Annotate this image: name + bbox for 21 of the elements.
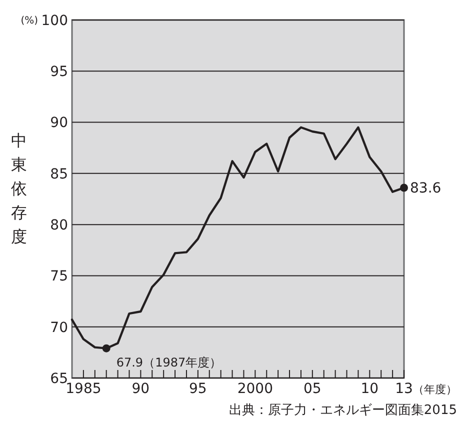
y-tick-label: 80	[50, 217, 68, 234]
x-tick-label: 13	[395, 381, 413, 397]
x-tick-label: 1985	[66, 381, 102, 397]
y-tick-label: 75	[50, 268, 68, 285]
text: (%)	[20, 16, 38, 26]
annotation: 83.6	[410, 180, 442, 197]
y-axis-title: 中東依存度	[11, 131, 27, 246]
y-tick-label: 100	[41, 12, 68, 29]
y-tick-label: 70	[50, 320, 68, 336]
x-tick-label: 05	[304, 381, 322, 397]
source-note: 出典：原子力・エネルギー図面集2015	[228, 403, 457, 418]
y-tick-label: 85	[50, 166, 68, 182]
y-tick-label: 65	[50, 370, 68, 387]
annotation: 67.9（1987年度）	[116, 356, 222, 370]
y-tick-label: 90	[50, 115, 68, 132]
x-axis-title: （年度）	[413, 383, 457, 396]
y-tick-label: 95	[50, 64, 68, 80]
x-tick-label: 2000	[237, 381, 273, 397]
x-tick-label: 10	[360, 381, 379, 397]
x-tick-label: 90	[132, 381, 150, 397]
x-tick-label: 95	[189, 381, 207, 397]
